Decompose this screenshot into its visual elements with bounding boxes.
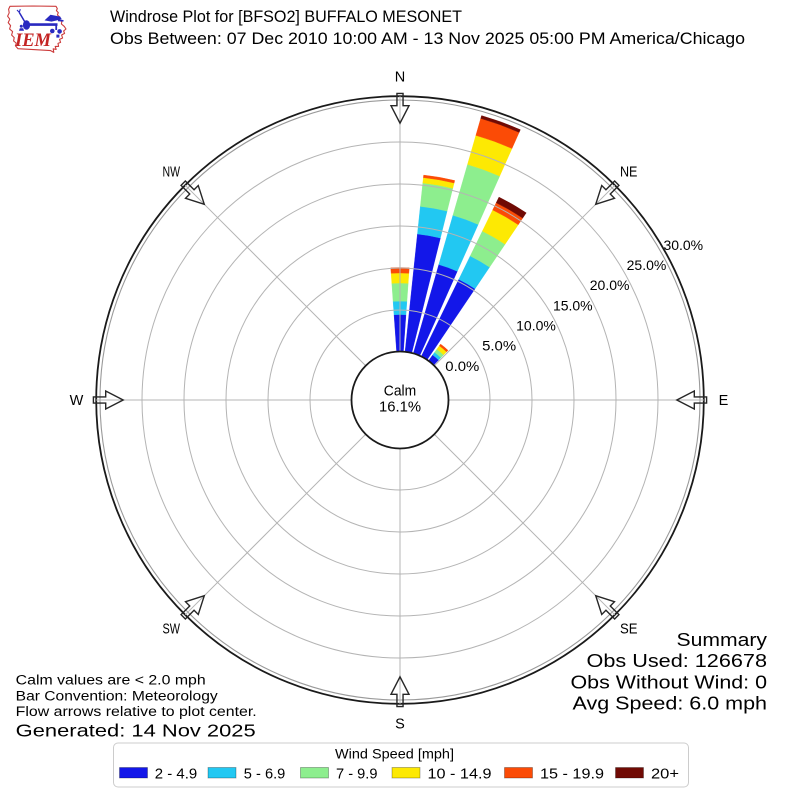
svg-text:NW: NW [163, 164, 181, 180]
svg-text:Wind Speed [mph]: Wind Speed [mph] [335, 746, 454, 762]
svg-text:N: N [395, 70, 405, 86]
svg-text:7 - 9.9: 7 - 9.9 [336, 767, 378, 783]
svg-text:Bar Convention: Meteorology: Bar Convention: Meteorology [16, 688, 218, 703]
svg-text:Avg Speed: 6.0 mph: Avg Speed: 6.0 mph [573, 693, 768, 714]
svg-text:10.0%: 10.0% [516, 319, 556, 335]
svg-text:NE: NE [620, 164, 638, 180]
svg-text:2 - 4.9: 2 - 4.9 [155, 767, 197, 783]
svg-text:25.0%: 25.0% [627, 258, 667, 274]
svg-text:Calm values are < 2.0 mph: Calm values are < 2.0 mph [16, 673, 206, 688]
svg-text:30.0%: 30.0% [663, 238, 703, 254]
svg-text:Obs Without Wind: 0: Obs Without Wind: 0 [571, 671, 768, 692]
svg-text:15.0%: 15.0% [553, 298, 593, 314]
svg-text:5 - 6.9: 5 - 6.9 [244, 767, 285, 783]
svg-text:20.0%: 20.0% [590, 278, 630, 294]
svg-text:Obs Between: 07 Dec 2010 10:00: Obs Between: 07 Dec 2010 10:00 AM - 13 N… [110, 30, 745, 48]
svg-text:Obs Used: 126678: Obs Used: 126678 [587, 650, 768, 671]
svg-text:S: S [395, 717, 405, 733]
svg-text:E: E [719, 393, 729, 409]
svg-text:10 - 14.9: 10 - 14.9 [428, 767, 492, 783]
svg-text:Flow arrows relative to plot c: Flow arrows relative to plot center. [16, 704, 257, 719]
svg-text:IEM: IEM [14, 31, 52, 51]
svg-text:15 - 19.9: 15 - 19.9 [540, 767, 604, 783]
svg-text:SE: SE [620, 622, 638, 638]
svg-text:Generated: 14 Nov 2025: Generated: 14 Nov 2025 [16, 720, 256, 740]
svg-text:0.0%: 0.0% [445, 359, 479, 375]
svg-text:20+: 20+ [651, 767, 679, 783]
svg-text:SW: SW [163, 622, 181, 638]
svg-text:Calm: Calm [384, 384, 416, 400]
svg-text:Windrose Plot for [BFSO2] BUFF: Windrose Plot for [BFSO2] BUFFALO MESONE… [110, 8, 462, 26]
svg-text:Summary: Summary [677, 629, 768, 650]
svg-text:5.0%: 5.0% [482, 339, 516, 355]
svg-text:16.1%: 16.1% [379, 399, 421, 415]
svg-text:W: W [70, 393, 84, 409]
